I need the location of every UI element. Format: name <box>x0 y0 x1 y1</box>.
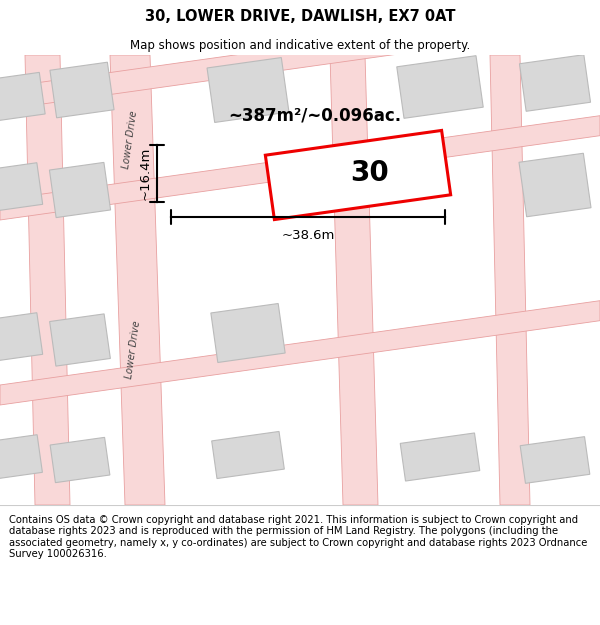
Polygon shape <box>520 437 590 483</box>
Text: Lower Drive: Lower Drive <box>124 321 142 379</box>
Polygon shape <box>0 162 43 211</box>
Polygon shape <box>519 153 591 217</box>
Polygon shape <box>0 301 600 405</box>
Polygon shape <box>110 55 165 505</box>
Text: 30: 30 <box>350 159 389 187</box>
Polygon shape <box>50 314 110 366</box>
Polygon shape <box>0 72 45 122</box>
Polygon shape <box>397 56 483 118</box>
Polygon shape <box>400 433 480 481</box>
Polygon shape <box>211 304 285 362</box>
Text: 30, LOWER DRIVE, DAWLISH, EX7 0AT: 30, LOWER DRIVE, DAWLISH, EX7 0AT <box>145 9 455 24</box>
Polygon shape <box>330 55 378 505</box>
Text: Contains OS data © Crown copyright and database right 2021. This information is : Contains OS data © Crown copyright and d… <box>9 514 587 559</box>
Polygon shape <box>50 62 114 118</box>
Polygon shape <box>0 116 600 220</box>
Text: Lower Drive: Lower Drive <box>121 111 139 169</box>
Polygon shape <box>207 58 289 122</box>
Text: ~38.6m: ~38.6m <box>281 229 335 242</box>
Polygon shape <box>50 438 110 483</box>
Polygon shape <box>212 431 284 479</box>
Polygon shape <box>25 55 70 505</box>
Polygon shape <box>0 312 43 361</box>
Text: ~16.4m: ~16.4m <box>139 147 152 200</box>
Polygon shape <box>520 55 590 111</box>
Polygon shape <box>49 162 110 217</box>
Polygon shape <box>265 131 451 219</box>
Polygon shape <box>0 4 600 110</box>
Text: ~387m²/~0.096ac.: ~387m²/~0.096ac. <box>228 106 401 124</box>
Polygon shape <box>490 55 530 505</box>
Polygon shape <box>0 435 43 479</box>
Text: Map shows position and indicative extent of the property.: Map shows position and indicative extent… <box>130 39 470 52</box>
